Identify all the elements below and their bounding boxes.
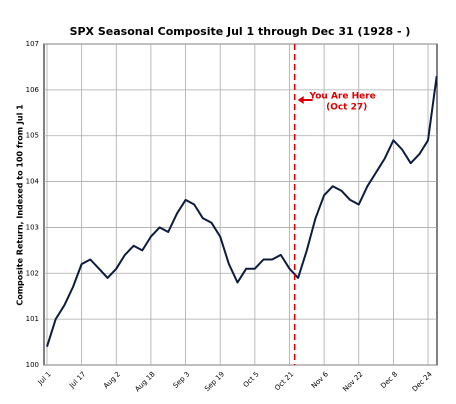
annotation-arrowhead [297, 96, 304, 104]
annotation-text: You Are Here [309, 92, 376, 102]
y-tick-label: 104 [26, 178, 40, 186]
series-line [46, 75, 438, 348]
annotation-subtext: (Oct 27) [326, 103, 367, 113]
x-tick-label: Jul 1 [36, 370, 53, 387]
x-tick-label: Sep 19 [203, 370, 226, 393]
x-tick-label: Oct 5 [242, 370, 261, 389]
y-tick-label: 105 [26, 132, 39, 140]
x-tick-label: Oct 21 [273, 370, 295, 392]
x-tick-label: Sep 3 [172, 370, 192, 390]
x-tick-label: Aug 18 [134, 370, 157, 393]
plot-frame [43, 43, 438, 366]
x-tick-label: Nov 22 [341, 370, 364, 393]
y-tick-label: 107 [26, 40, 39, 48]
y-tick-label: 101 [26, 315, 39, 323]
chart-title: SPX Seasonal Composite Jul 1 through Dec… [70, 25, 411, 38]
y-tick-label: 100 [26, 361, 39, 369]
x-tick-label: Jul 17 [67, 370, 87, 390]
x-tick-label: Dec 24 [411, 370, 434, 393]
y-tick-label: 102 [26, 269, 39, 277]
y-axis-label: Composite Return, Indexed to 100 from Ju… [16, 104, 25, 306]
y-tick-label: 106 [26, 86, 40, 94]
x-tick-label: Dec 8 [379, 370, 399, 390]
x-tick-label: Aug 2 [102, 370, 122, 390]
y-tick-label: 103 [26, 223, 39, 231]
x-tick-label: Nov 6 [310, 370, 330, 390]
